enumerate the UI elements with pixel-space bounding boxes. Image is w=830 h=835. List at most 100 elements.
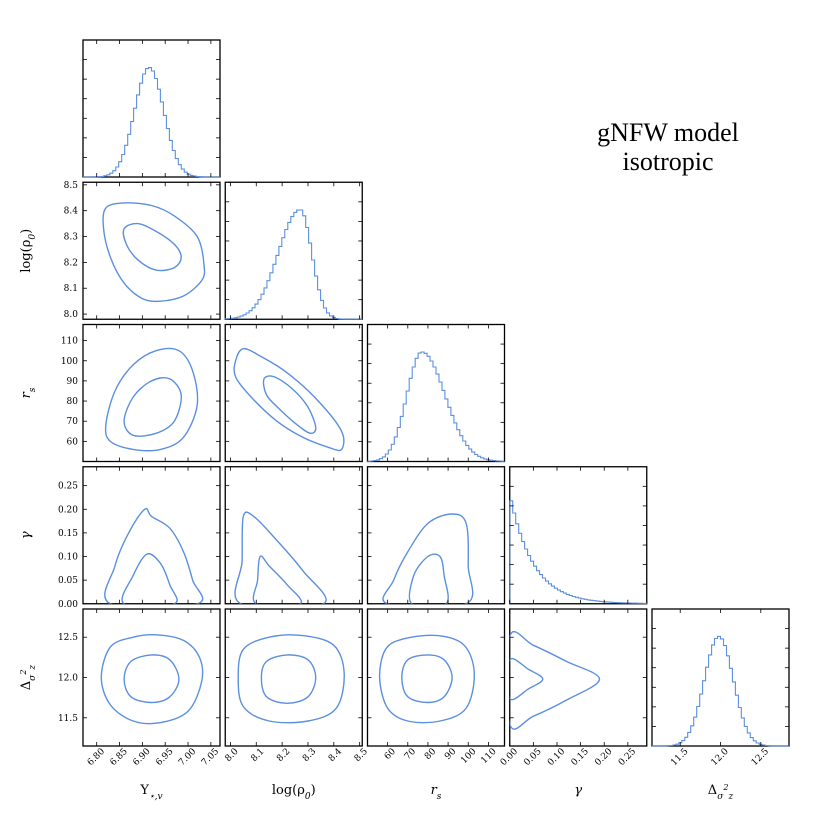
y-tick-label: 12.5 bbox=[58, 633, 78, 643]
x-ticks-ups-r0 bbox=[96, 40, 212, 177]
histogram-ups bbox=[83, 67, 220, 178]
title-line-1: gNFW model bbox=[597, 118, 739, 147]
contour-panel-rho-gamma bbox=[224, 466, 363, 605]
histogram-frame bbox=[224, 181, 363, 320]
contour-frame bbox=[366, 608, 506, 747]
x-ticks-ups-r1 bbox=[96, 182, 212, 320]
y-ticks-delta-r4 bbox=[509, 636, 647, 719]
contour-outer-rho-gamma bbox=[234, 511, 327, 604]
x-tick-label: 0.20 bbox=[593, 747, 614, 768]
y-tick-label: 12.0 bbox=[58, 674, 78, 684]
contour-outer-ups-rho bbox=[102, 202, 206, 303]
contour-outer-ups-rs bbox=[104, 347, 199, 452]
x-tick-label: 6.85 bbox=[109, 747, 130, 768]
y-tick-label: 0.20 bbox=[58, 505, 78, 515]
x-tick-label: 0.05 bbox=[522, 747, 543, 768]
x-axis-label-ups: Υ⋆,v bbox=[139, 783, 162, 802]
y-tick-label: 8.5 bbox=[64, 181, 79, 191]
contour-inner-rho-delta bbox=[260, 654, 317, 705]
y-tick-label: 90 bbox=[67, 377, 79, 387]
histogram-panel-rs bbox=[366, 323, 506, 463]
contour-panel-rs-gamma bbox=[366, 466, 506, 605]
y-tick-label: 110 bbox=[61, 337, 78, 347]
x-tick-label: 12.0 bbox=[710, 747, 731, 768]
y-tick-label: 8.2 bbox=[64, 258, 78, 268]
x-tick-label: 80 bbox=[423, 747, 438, 762]
title-line-2: isotropic bbox=[623, 147, 714, 176]
x-ticks-ups-r3 bbox=[96, 466, 212, 604]
x-ticks-ups-r4: 6.80 6.85 6.90 6.95 7.00 7.05 bbox=[86, 609, 221, 768]
histogram-frame bbox=[651, 608, 790, 747]
y-ticks-gamma-r3 bbox=[225, 485, 363, 605]
contour-outer-gamma-delta bbox=[509, 630, 601, 730]
contour-frame bbox=[82, 323, 221, 463]
contour-inner-ups-rs bbox=[123, 376, 182, 437]
contour-frame bbox=[224, 608, 363, 747]
x-tick-label: 0.25 bbox=[617, 747, 638, 768]
y-tick-label: 0.10 bbox=[58, 553, 78, 563]
y-ticks-delta-r4: 11.5 12.0 12.5 bbox=[58, 633, 220, 724]
x-tick-label: 7.00 bbox=[177, 747, 198, 768]
y-ticks-delta-r4 bbox=[225, 636, 363, 719]
x-tick-label: 8.5 bbox=[353, 747, 370, 764]
histogram-rho bbox=[224, 209, 363, 320]
contour-outer-rs-delta bbox=[378, 634, 476, 724]
contour-frame bbox=[224, 466, 363, 605]
contour-panel-rho-rs bbox=[224, 323, 363, 463]
contour-outer-rs-gamma bbox=[382, 513, 474, 604]
x-tick-label: 11.5 bbox=[669, 747, 690, 768]
x-tick-label: 0.00 bbox=[499, 747, 520, 768]
x-tick-label: 90 bbox=[443, 747, 458, 762]
x-ticks-gamma-r3 bbox=[509, 466, 629, 604]
y-tick-label: 0.05 bbox=[58, 576, 78, 586]
x-ticks-rho-r3 bbox=[230, 466, 361, 604]
y-axis-label-delta: Δσ2z bbox=[19, 665, 39, 691]
contour-inner-ups-delta bbox=[123, 654, 180, 704]
x-tick-label: 60 bbox=[383, 747, 398, 762]
contour-inner-gamma-delta bbox=[509, 657, 544, 701]
x-tick-label: 70 bbox=[403, 747, 418, 762]
contour-inner-rs-gamma bbox=[408, 553, 449, 604]
y-axis-label-gamma: γ bbox=[19, 531, 34, 539]
histogram-panel-ups bbox=[82, 39, 221, 178]
x-tick-label: 6.95 bbox=[154, 747, 175, 768]
histogram-panel-rho bbox=[224, 181, 363, 320]
y-tick-label: 0.00 bbox=[58, 600, 78, 610]
contour-inner-ups-rho bbox=[122, 222, 182, 272]
contour-inner-rho-gamma bbox=[252, 555, 303, 604]
x-ticks-gamma-r4: 0.00 0.05 0.10 0.15 0.20 0.25 bbox=[499, 609, 638, 768]
x-ticks-rho-r2 bbox=[230, 324, 361, 462]
x-tick-label: 12.5 bbox=[750, 747, 771, 768]
histogram-gamma bbox=[509, 500, 647, 604]
histogram-panel-gamma bbox=[509, 466, 648, 605]
x-ticks-rs-r3 bbox=[387, 466, 489, 604]
x-tick-label: 6.80 bbox=[86, 747, 107, 768]
contour-outer-rho-delta bbox=[237, 634, 345, 724]
x-ticks-rho-r1 bbox=[230, 182, 361, 320]
y-ticks-gamma-r3: 0.00 0.05 0.10 0.15 0.20 0.25 bbox=[58, 482, 220, 610]
y-tick-label: 0.25 bbox=[58, 482, 78, 492]
y-tick-label: 60 bbox=[67, 437, 79, 447]
y-tick-label: 70 bbox=[67, 417, 79, 427]
x-ticks-ups-r2 bbox=[96, 324, 212, 462]
histogram-rs bbox=[366, 351, 505, 462]
x-tick-label: 0.15 bbox=[570, 747, 591, 768]
y-ticks-rs-r2: 60 70 80 90 100 110 bbox=[61, 337, 220, 447]
x-tick-label: 8.3 bbox=[301, 747, 318, 764]
x-tick-label: 8.4 bbox=[327, 747, 344, 764]
contour-outer-ups-delta bbox=[100, 633, 204, 725]
x-tick-label: 8.2 bbox=[275, 747, 292, 764]
x-tick-label: 6.90 bbox=[131, 747, 152, 768]
y-ticks-gamma-r3 bbox=[367, 485, 505, 605]
y-ticks-rs-r2 bbox=[225, 340, 363, 442]
contour-panel-rs-delta bbox=[366, 608, 506, 747]
contour-panel-ups-delta bbox=[82, 608, 221, 747]
histogram-frame bbox=[509, 466, 648, 605]
x-tick-label: 8.0 bbox=[224, 747, 241, 764]
y-axis-label-rho: log(ρ0) bbox=[19, 229, 38, 273]
x-axis-label-delta: Δσ2z bbox=[708, 783, 734, 803]
x-ticks-rs-r4: 60 70 80 90 100 110 bbox=[383, 609, 499, 766]
y-tick-label: 0.15 bbox=[58, 529, 78, 539]
